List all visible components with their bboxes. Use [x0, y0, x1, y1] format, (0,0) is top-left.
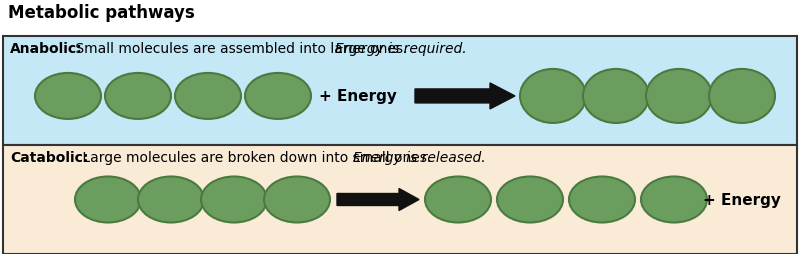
Ellipse shape [75, 177, 141, 223]
Text: Energy is released.: Energy is released. [353, 150, 486, 164]
Ellipse shape [709, 70, 775, 123]
Text: Small molecules are assembled into large ones.: Small molecules are assembled into large… [71, 42, 412, 56]
Text: Catabolic:: Catabolic: [10, 150, 88, 164]
Text: Metabolic pathways: Metabolic pathways [8, 4, 194, 22]
Ellipse shape [569, 177, 635, 223]
Ellipse shape [245, 74, 311, 119]
Ellipse shape [138, 177, 204, 223]
FancyArrow shape [415, 84, 515, 109]
Bar [3, 37, 797, 145]
Ellipse shape [105, 74, 171, 119]
Ellipse shape [520, 70, 586, 123]
Ellipse shape [641, 177, 707, 223]
Ellipse shape [497, 177, 563, 223]
Ellipse shape [425, 177, 491, 223]
Text: + Energy: + Energy [319, 89, 397, 104]
Text: Anabolic:: Anabolic: [10, 42, 82, 56]
Text: Large molecules are broken down into small ones.: Large molecules are broken down into sma… [78, 150, 436, 164]
Ellipse shape [264, 177, 330, 223]
Text: + Energy: + Energy [703, 192, 781, 207]
FancyArrow shape [337, 189, 419, 211]
Ellipse shape [175, 74, 241, 119]
Ellipse shape [583, 70, 649, 123]
Ellipse shape [201, 177, 267, 223]
Ellipse shape [646, 70, 712, 123]
Text: Energy is required.: Energy is required. [335, 42, 467, 56]
Ellipse shape [35, 74, 101, 119]
Bar [3, 145, 797, 254]
